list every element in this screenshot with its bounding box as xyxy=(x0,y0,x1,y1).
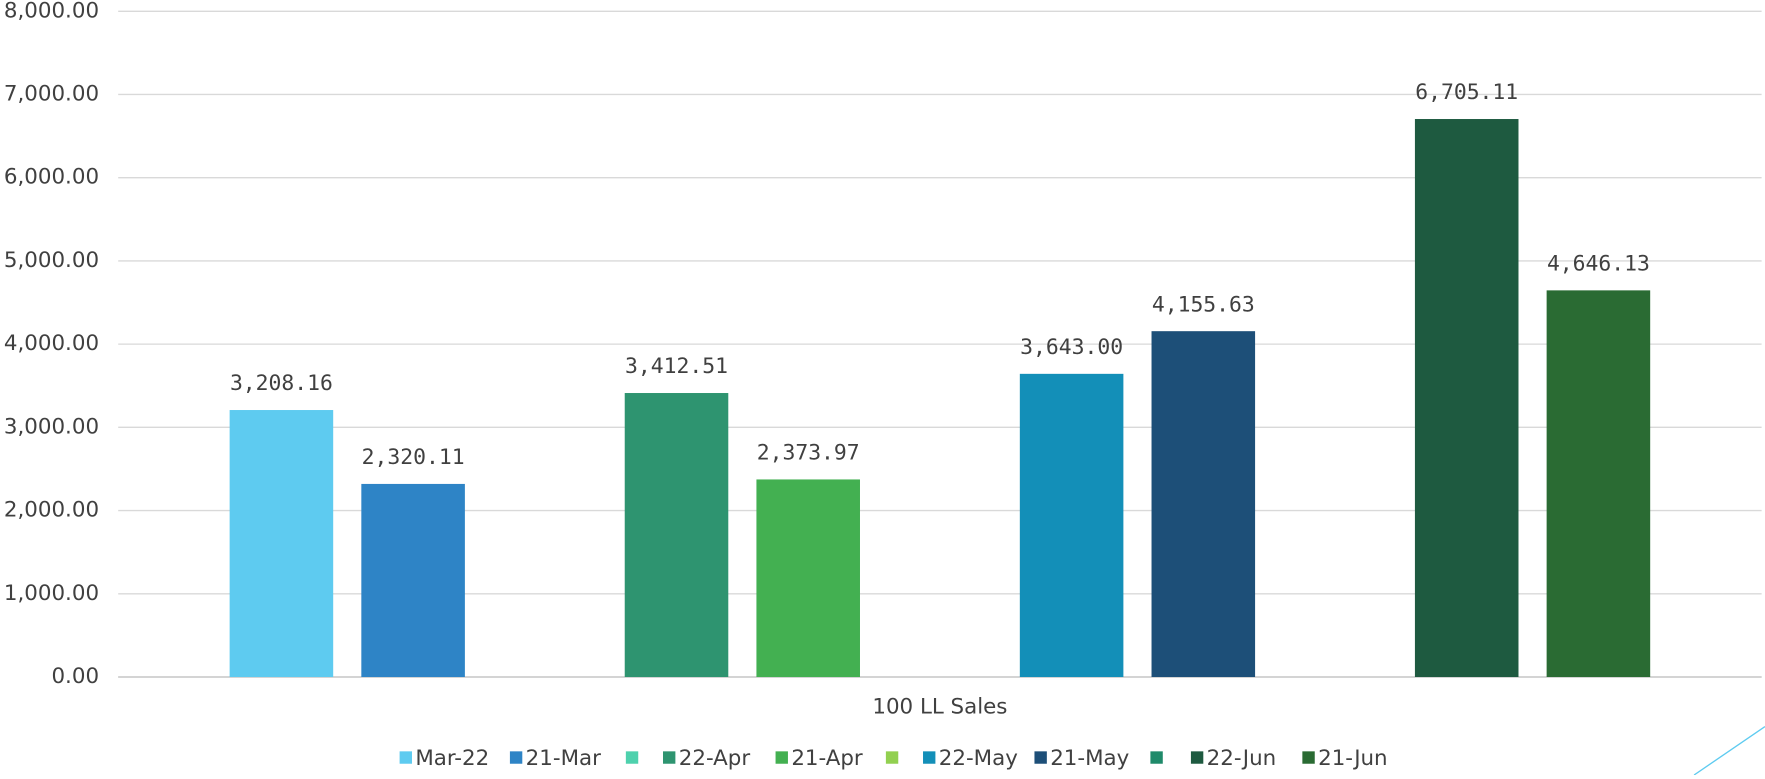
legend-label: 21-Apr xyxy=(791,746,863,771)
legend-swatch xyxy=(1302,751,1315,764)
bar xyxy=(229,410,334,677)
value-label: 4,646.13 xyxy=(1547,251,1650,276)
legend-label: 22-May xyxy=(939,746,1018,771)
value-label: 3,208.16 xyxy=(230,371,333,396)
legend-label: 22-Jun xyxy=(1207,746,1276,771)
legend-swatch xyxy=(1190,751,1204,764)
legend-swatch xyxy=(775,751,788,764)
legend-swatch xyxy=(1150,751,1163,764)
legend-label: 21-Jun xyxy=(1318,746,1387,771)
legend-label: Mar-22 xyxy=(415,746,489,771)
bar xyxy=(1546,290,1651,677)
bar xyxy=(1414,119,1519,677)
bar xyxy=(624,393,729,677)
y-tick-label: 7,000.00 xyxy=(4,81,99,106)
value-label: 3,643.00 xyxy=(1020,335,1123,360)
value-label: 6,705.11 xyxy=(1415,80,1518,105)
legend-swatch xyxy=(399,751,412,764)
legend-label: 21-May xyxy=(1050,746,1129,771)
legend-label: 21-Mar xyxy=(526,746,601,771)
legend-label: 22-Apr xyxy=(679,746,751,771)
legend-swatch xyxy=(625,751,639,764)
x-tick-label: 100 LL Sales xyxy=(872,694,1007,719)
value-label: 4,155.63 xyxy=(1152,292,1255,317)
y-tick-label: 2,000.00 xyxy=(4,498,99,523)
y-tick-label: 0.00 xyxy=(51,664,99,689)
y-tick-label: 5,000.00 xyxy=(4,248,99,273)
bar xyxy=(1151,331,1256,677)
decoration xyxy=(1693,726,1765,776)
y-tick-label: 3,000.00 xyxy=(4,414,99,439)
y-tick-label: 8,000.00 xyxy=(4,0,99,23)
y-tick-label: 1,000.00 xyxy=(4,581,99,606)
legend-swatch xyxy=(885,751,899,764)
legend-swatch xyxy=(509,751,523,764)
legend-swatch xyxy=(663,751,676,764)
y-tick-label: 6,000.00 xyxy=(4,165,99,190)
legend-swatch xyxy=(923,751,936,764)
value-label: 2,320.11 xyxy=(362,445,465,470)
bar xyxy=(1019,373,1124,677)
bar xyxy=(361,483,465,677)
bar xyxy=(756,479,860,677)
legend-swatch xyxy=(1034,751,1047,764)
value-label: 2,373.97 xyxy=(757,441,860,466)
y-tick-label: 4,000.00 xyxy=(4,331,99,356)
value-label: 3,412.51 xyxy=(625,354,728,379)
